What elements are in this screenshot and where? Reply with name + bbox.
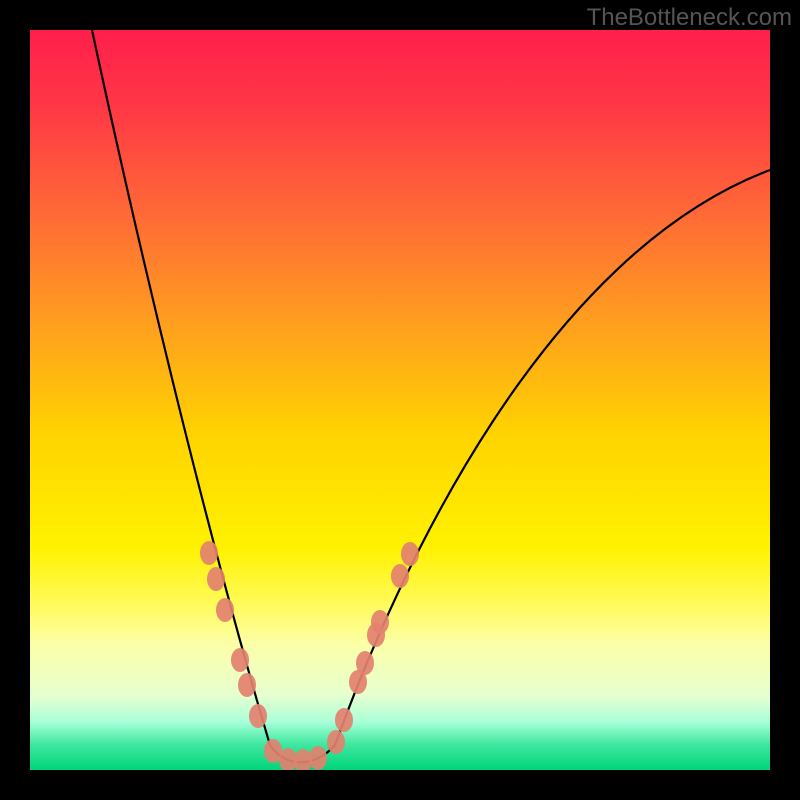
watermark-text: TheBottleneck.com	[587, 4, 792, 32]
data-marker	[200, 541, 218, 565]
gradient-plot-area	[30, 30, 770, 770]
data-marker	[371, 610, 389, 634]
data-marker	[356, 651, 374, 675]
chart-stage: TheBottleneck.com	[0, 0, 800, 800]
data-marker	[249, 704, 267, 728]
data-marker	[335, 708, 353, 732]
data-marker	[309, 746, 327, 770]
data-marker	[231, 648, 249, 672]
data-marker	[207, 567, 225, 591]
data-marker	[391, 564, 409, 588]
data-marker	[327, 730, 345, 754]
chart-svg	[0, 0, 800, 800]
data-marker	[216, 598, 234, 622]
data-marker	[401, 542, 419, 566]
data-marker	[238, 673, 256, 697]
